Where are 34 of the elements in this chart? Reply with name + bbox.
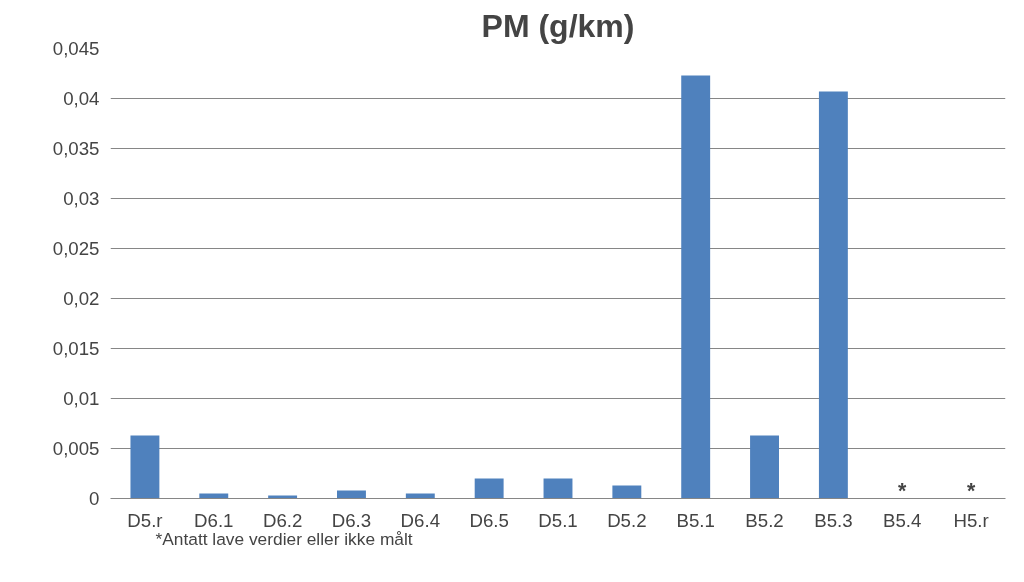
y-tick-label: 0,04 [63, 88, 100, 109]
bar [681, 75, 711, 499]
annotation: * [898, 478, 908, 503]
x-tick-label: D6.1 [194, 509, 234, 531]
bar [612, 485, 642, 499]
chart-title: PM (g/km) [481, 7, 635, 44]
x-tick-label: D6.4 [400, 509, 441, 531]
x-tick-label: D6.5 [469, 509, 509, 531]
text: *Antatt lave verdier eller ikke målt [155, 528, 413, 549]
y-tick-label: 0,035 [52, 138, 100, 159]
y-tick-label: 0,01 [63, 388, 100, 409]
bar [474, 478, 504, 499]
annotation: * [966, 478, 976, 503]
y-tick-label: 0,005 [52, 438, 100, 459]
y-tick-label: 0,045 [52, 38, 100, 59]
x-tick-label: D6.3 [331, 509, 372, 531]
bar [130, 435, 160, 499]
bar [818, 91, 848, 499]
y-tick-label: 0,015 [52, 338, 100, 359]
x-tick-label: B5.2 [745, 509, 784, 531]
x-tick-label: H5.r [953, 509, 989, 531]
x-tick-label: B5.3 [814, 509, 853, 531]
x-tick-label: D6.2 [262, 509, 303, 531]
x-tick-label: D5.r [127, 509, 163, 531]
bar [543, 478, 573, 499]
x-tick-label: B5.1 [676, 509, 715, 531]
y-tick-label: 0,025 [52, 238, 100, 259]
bar [750, 435, 779, 499]
x-tick-label: D5.2 [607, 509, 647, 531]
x-tick-label: B5.4 [883, 509, 922, 531]
x-tick-label: D5.1 [538, 509, 578, 531]
y-tick-label: 0,02 [63, 288, 100, 309]
y-tick-label: 0 [89, 488, 100, 509]
y-tick-label: 0,03 [63, 188, 100, 209]
